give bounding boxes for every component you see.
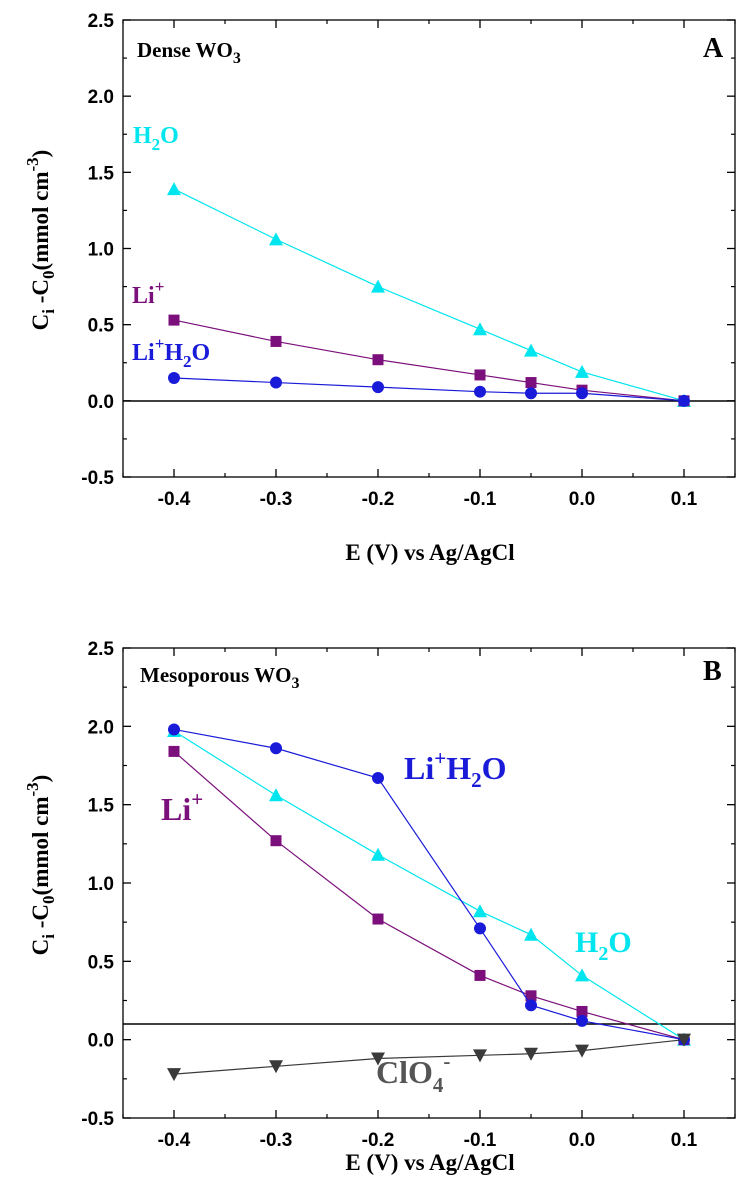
- data-point-lih2o: [525, 387, 537, 400]
- panel-a: -0.5 0.0 0.5 1.0 1.5 2.0 2.5 -0.4 -0.3 -0.2 -0.1 0.…: [23, 11, 736, 565]
- panel-a-film-label: Dense WO3: [137, 38, 241, 67]
- y-tick-label: 1.0: [88, 874, 114, 895]
- x-tick-label: 0.0: [569, 1130, 595, 1151]
- data-point-h2o: [371, 847, 385, 861]
- data-point-clo4: [371, 1052, 385, 1066]
- x-tick-label: 0.1: [671, 489, 698, 510]
- x-tick-label: -0.2: [362, 489, 395, 510]
- data-point-h2o: [167, 182, 181, 196]
- data-point-clo4: [524, 1047, 538, 1061]
- data-point-lih2o: [525, 999, 537, 1012]
- data-point-lih2o: [474, 922, 486, 935]
- x-tick-label: 0.0: [569, 489, 595, 510]
- data-point-clo4: [269, 1060, 283, 1074]
- data-point-li: [270, 335, 282, 347]
- panel-b: -0.5 0.0 0.5 1.0 1.5 2.0 2.5 -0.4 -0.3 -0.2 -0.1 0.…: [23, 639, 736, 1175]
- data-point-h2o: [524, 927, 538, 941]
- data-point-li: [474, 969, 486, 981]
- y-tick-label: 2.0: [88, 87, 114, 108]
- panel-a-xlabel: E (V) vs Ag/AgCl: [345, 540, 514, 565]
- series-line-h2o: [173, 188, 685, 402]
- y-tick-label: 0.0: [88, 1031, 114, 1052]
- panel-a-label-lih2o: Li+H2O: [132, 334, 210, 371]
- panel-b-label-li: Li+: [161, 787, 203, 827]
- data-point-li: [525, 990, 537, 1002]
- y-tick-label: 0.5: [88, 316, 115, 337]
- x-tick-label: 0.1: [671, 1130, 698, 1151]
- data-point-lih2o: [372, 772, 384, 785]
- x-tick-label: -0.2: [362, 1130, 395, 1151]
- panel-b-ylabel: Ci -C0(mmol cm-3): [23, 775, 58, 956]
- data-point-li: [372, 354, 384, 366]
- data-point-lih2o: [576, 387, 588, 400]
- data-point-h2o: [473, 904, 487, 918]
- series-line-lih2o: [173, 377, 685, 402]
- panel-b-label-clo4: ClO4-: [376, 1049, 450, 1097]
- panel-a-axes: -0.5 0.0 0.5 1.0 1.5 2.0 2.5 -0.4 -0.3 -0.2 -0.1 0.…: [81, 11, 736, 510]
- data-point-lih2o: [678, 394, 690, 407]
- panel-a-label-li: Li+: [132, 277, 164, 309]
- panel-b-label-lih2o: Li+H2O: [404, 746, 506, 792]
- series-line-li: [173, 750, 685, 1041]
- data-point-lih2o: [576, 1014, 588, 1027]
- panel-a-label-h2o: H2O: [133, 123, 179, 154]
- data-point-h2o: [473, 322, 487, 336]
- data-point-lih2o: [474, 385, 486, 398]
- data-point-h2o: [269, 232, 283, 246]
- y-tick-label: 1.0: [88, 240, 114, 261]
- data-point-h2o: [371, 279, 385, 293]
- x-tick-label: -0.4: [158, 489, 191, 510]
- panel-b-axes: -0.5 0.0 0.5 1.0 1.5 2.0 2.5 -0.4 -0.3 -0.2 -0.1 0.…: [81, 639, 736, 1151]
- panel-b-xlabel: E (V) vs Ag/AgCl: [345, 1150, 514, 1175]
- panel-b-letter: B: [703, 656, 722, 687]
- data-point-clo4: [473, 1049, 487, 1063]
- y-tick-label: -0.5: [81, 468, 114, 489]
- data-point-h2o: [524, 343, 538, 357]
- y-tick-label: 2.5: [88, 639, 115, 660]
- data-point-li: [168, 745, 180, 757]
- data-point-li: [474, 369, 486, 381]
- y-tick-label: 2.5: [88, 11, 115, 32]
- y-tick-label: 0.0: [88, 392, 114, 413]
- data-point-li: [372, 913, 384, 925]
- series-line-li: [173, 319, 685, 402]
- data-point-clo4: [575, 1044, 589, 1058]
- data-point-li: [168, 314, 180, 326]
- data-point-li: [576, 1005, 588, 1017]
- data-point-li: [525, 377, 537, 389]
- x-tick-label: -0.4: [158, 1130, 191, 1151]
- data-point-h2o: [269, 788, 283, 802]
- panel-b-series: [167, 723, 691, 1082]
- data-point-h2o: [575, 968, 589, 982]
- data-point-lih2o: [270, 376, 282, 389]
- data-point-clo4: [677, 1033, 691, 1047]
- x-tick-label: -0.3: [260, 1130, 293, 1151]
- y-tick-label: 2.0: [88, 717, 114, 738]
- x-tick-label: -0.3: [260, 489, 293, 510]
- y-tick-label: 1.5: [88, 796, 115, 817]
- panel-a-ylabel: Ci -C0(mmol cm-3): [23, 150, 58, 331]
- data-point-h2o: [575, 364, 589, 378]
- data-point-lih2o: [168, 723, 180, 736]
- panel-b-label-h2o: H2O: [575, 926, 632, 965]
- y-tick-label: 1.5: [88, 163, 115, 184]
- data-point-lih2o: [168, 371, 180, 384]
- x-tick-label: -0.1: [464, 489, 497, 510]
- y-tick-label: 0.5: [88, 952, 115, 973]
- data-point-li: [270, 835, 282, 847]
- x-tick-label: -0.1: [464, 1130, 497, 1151]
- data-point-lih2o: [270, 742, 282, 755]
- panel-b-film-label: Mesoporous WO3: [140, 663, 300, 692]
- y-tick-label: -0.5: [81, 1109, 114, 1130]
- panel-a-series: [167, 182, 691, 407]
- panel-a-plot-frame: [122, 19, 736, 478]
- panel-a-letter: A: [703, 33, 724, 64]
- data-point-lih2o: [372, 381, 384, 394]
- data-point-clo4: [167, 1068, 181, 1082]
